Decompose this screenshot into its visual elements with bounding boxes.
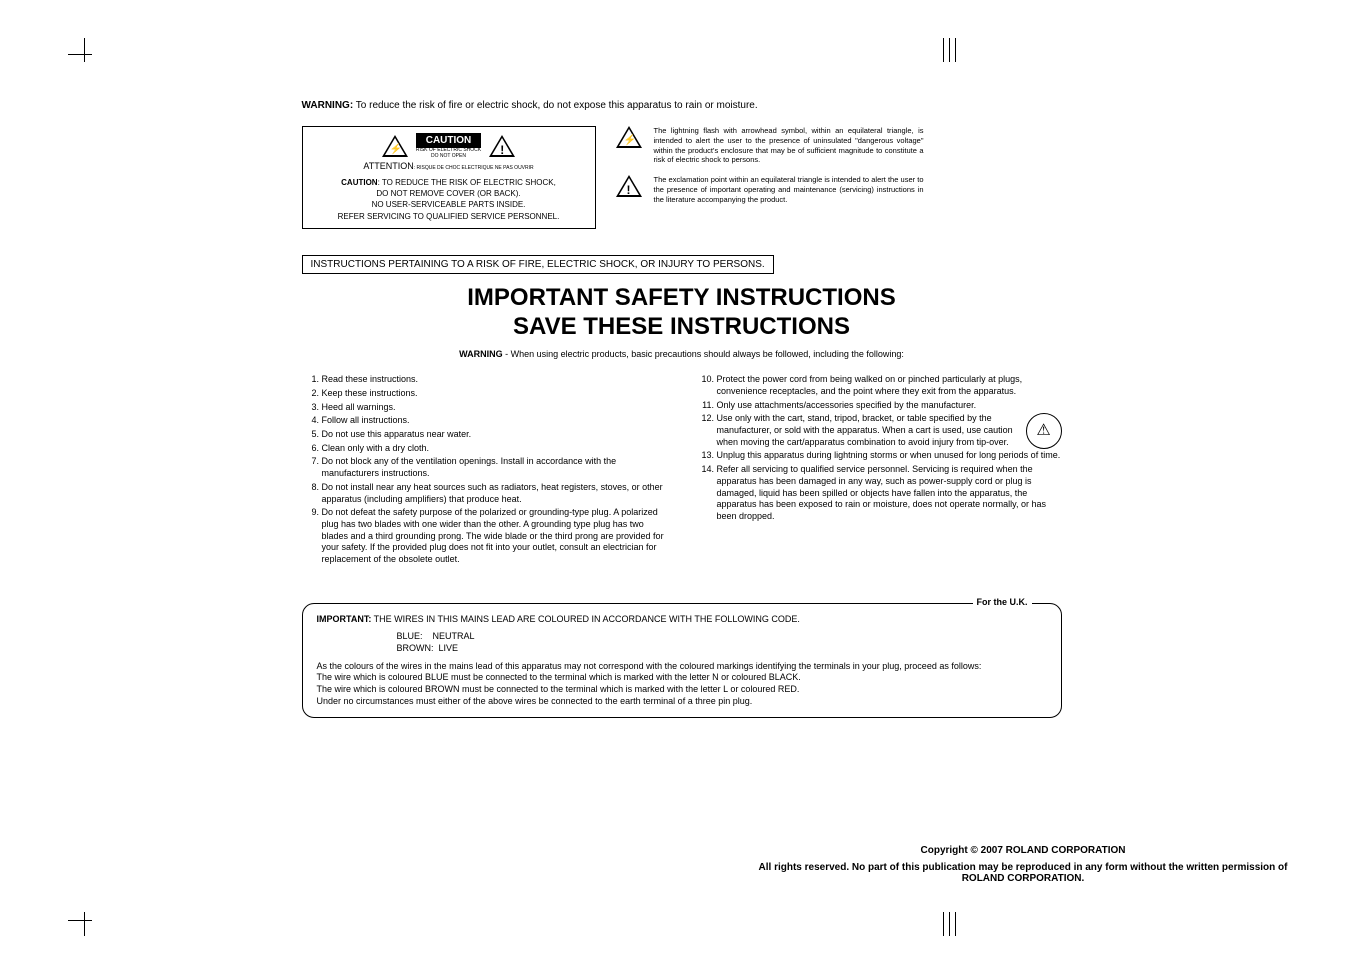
sub-warning: WARNING - When using electric products, … xyxy=(302,349,1062,359)
exclamation-triangle-icon xyxy=(616,175,642,197)
caution-box: CAUTION RISK OF ELECTRIC SHOCK DO NOT OP… xyxy=(302,126,596,229)
caution-section: CAUTION RISK OF ELECTRIC SHOCK DO NOT OP… xyxy=(302,126,1062,229)
uk-para1: As the colours of the wires in the mains… xyxy=(317,661,1047,673)
instruction-item: ⚠Use only with the cart, stand, tripod, … xyxy=(717,413,1062,448)
top-warning: WARNING: To reduce the risk of fire or e… xyxy=(302,100,1062,111)
document-page: WARNING: To reduce the risk of fire or e… xyxy=(302,0,1062,718)
main-title: IMPORTANT SAFETY INSTRUCTIONS SAVE THESE… xyxy=(302,284,1062,342)
instruction-item: Follow all instructions. xyxy=(322,415,667,427)
uk-label: For the U.K. xyxy=(973,597,1032,607)
instruction-item: Heed all warnings. xyxy=(322,402,667,414)
lightning-triangle-icon xyxy=(382,135,408,157)
instruction-list-left: Read these instructions. Keep these instr… xyxy=(302,374,667,565)
instruction-item: Only use attachments/accessories specifi… xyxy=(717,400,1062,412)
instruction-item: Do not block any of the ventilation open… xyxy=(322,456,667,479)
instruction-item: Refer all servicing to qualified service… xyxy=(717,464,1062,522)
instruction-item: Read these instructions. xyxy=(322,374,667,386)
lightning-symbol-text: The lightning flash with arrowhead symbo… xyxy=(654,126,924,165)
instruction-item: Do not use this apparatus near water. xyxy=(322,429,667,441)
copyright-block: Copyright © 2007 ROLAND CORPORATION All … xyxy=(743,845,1303,884)
exclamation-symbol-text: The exclamation point within an equilate… xyxy=(654,175,924,204)
uk-para3: The wire which is coloured BROWN must be… xyxy=(317,684,1047,696)
copyright-line1: Copyright © 2007 ROLAND CORPORATION xyxy=(743,845,1303,856)
instruction-item: Clean only with a dry cloth. xyxy=(322,443,667,455)
uk-section: For the U.K. IMPORTANT: THE WIRES IN THI… xyxy=(302,603,1062,719)
warning-label: WARNING: xyxy=(302,100,354,111)
copyright-line2: All rights reserved. No part of this pub… xyxy=(743,862,1303,884)
instruction-item: Unplug this apparatus during lightning s… xyxy=(717,450,1062,462)
instruction-columns: Read these instructions. Keep these instr… xyxy=(302,374,1062,567)
left-column: Read these instructions. Keep these instr… xyxy=(302,374,667,567)
risk-line2: DO NOT OPEN xyxy=(416,154,482,160)
instruction-item: Do not defeat the safety purpose of the … xyxy=(322,507,667,565)
lightning-triangle-icon xyxy=(616,126,642,148)
cart-tipover-icon: ⚠ xyxy=(1026,413,1062,449)
attention-line: ATTENTION: RISQUE DE CHOC ELECTRIQUE NE … xyxy=(309,161,589,171)
instruction-item: Do not install near any heat sources suc… xyxy=(322,482,667,505)
exclamation-triangle-icon xyxy=(489,135,515,157)
uk-para2: The wire which is coloured BLUE must be … xyxy=(317,672,1047,684)
wire-codes: BLUE: NEUTRAL BROWN: LIVE xyxy=(397,631,1047,654)
caution-body: CAUTION: TO REDUCE THE RISK OF ELECTRIC … xyxy=(309,177,589,222)
instruction-item: Protect the power cord from being walked… xyxy=(717,374,1062,397)
uk-box: IMPORTANT: THE WIRES IN THIS MAINS LEAD … xyxy=(302,603,1062,719)
symbol-descriptions: The lightning flash with arrowhead symbo… xyxy=(616,126,1062,229)
instruction-item: Keep these instructions. xyxy=(322,388,667,400)
warning-text: To reduce the risk of fire or electric s… xyxy=(353,100,757,111)
caution-label: CAUTION xyxy=(416,133,482,148)
instructions-pertaining-box: INSTRUCTIONS PERTAINING TO A RISK OF FIR… xyxy=(302,255,774,274)
instruction-list-right: Protect the power cord from being walked… xyxy=(697,374,1062,522)
right-column: Protect the power cord from being walked… xyxy=(697,374,1062,567)
uk-para4: Under no circumstances must either of th… xyxy=(317,696,1047,708)
